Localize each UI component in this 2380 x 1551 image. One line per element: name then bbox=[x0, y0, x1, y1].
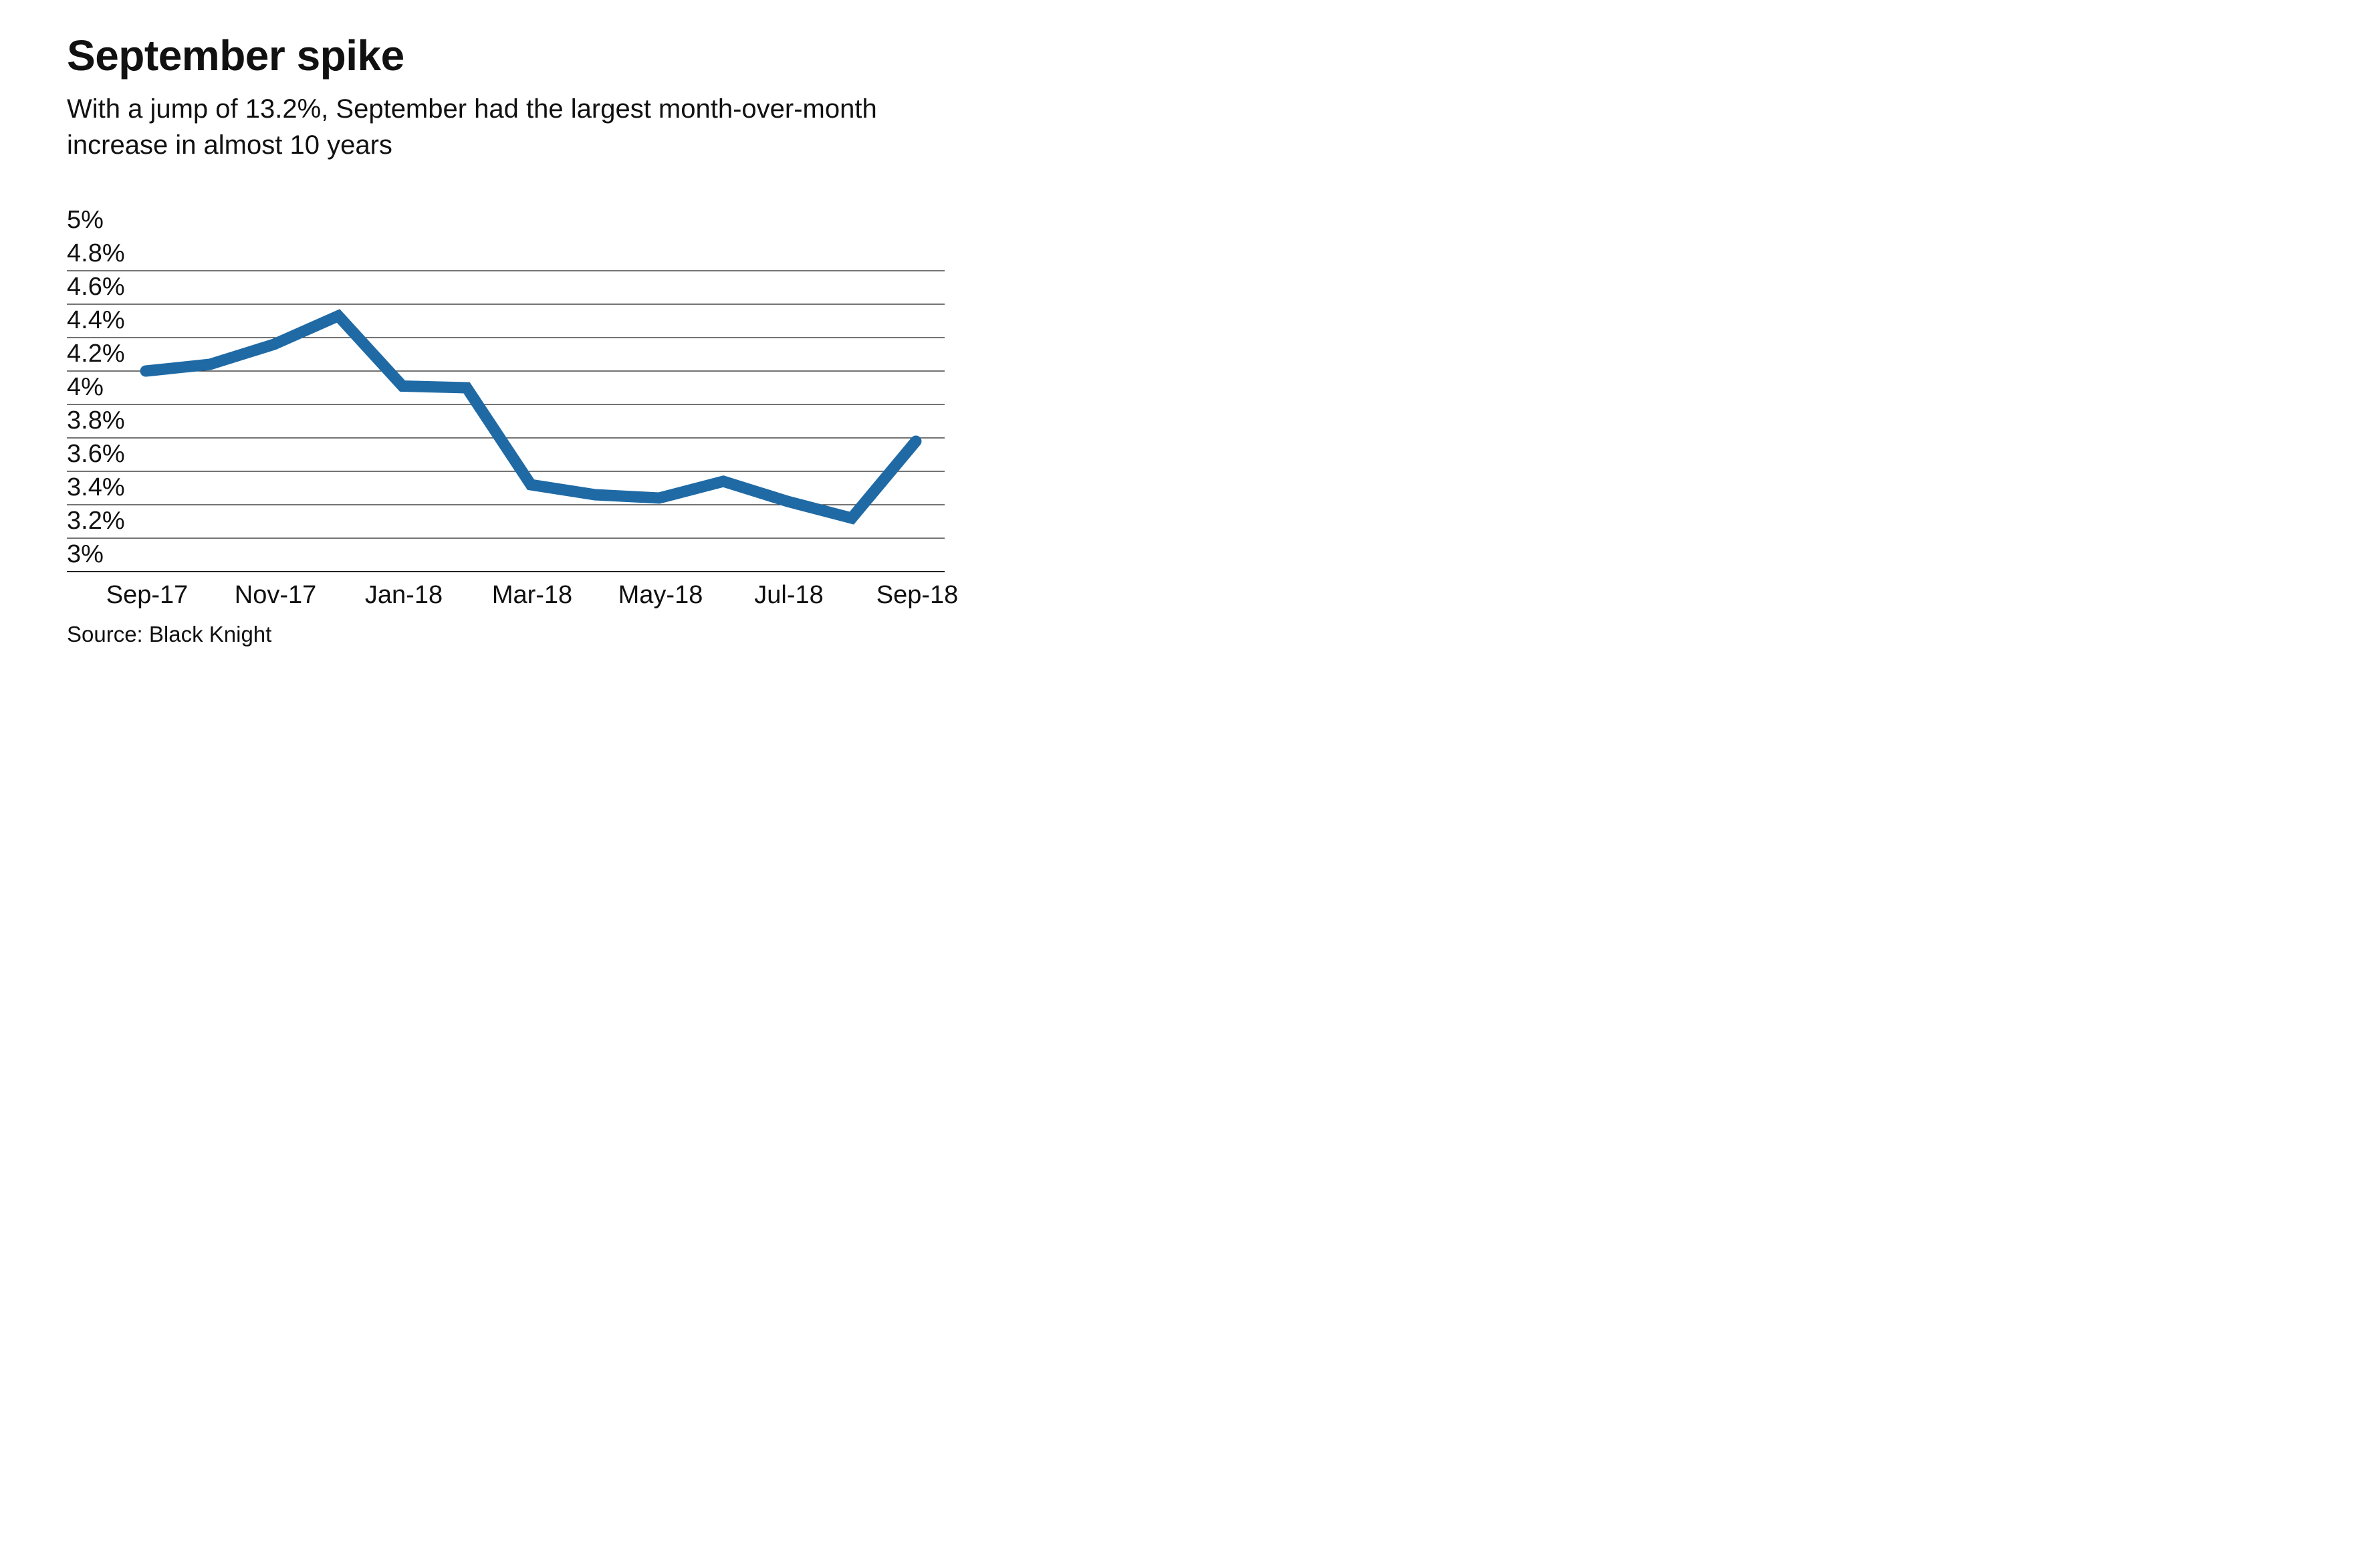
y-tick-label: 5% bbox=[67, 206, 104, 234]
x-tick-label: Jan-18 bbox=[365, 581, 443, 609]
y-tick-label: 4.2% bbox=[67, 340, 125, 368]
line-chart: 5% 4.8% 4.6% 4.4% 4.2% 4% 3.8% 3.6% 3.4% 3.2% 3% S… bbox=[67, 206, 959, 609]
x-tick-label: Nov-17 bbox=[235, 581, 317, 609]
y-tick-label: 3.4% bbox=[67, 473, 125, 501]
y-tick-label: 4% bbox=[67, 373, 104, 401]
y-axis-ticks: 5% 4.8% 4.6% 4.4% 4.2% 4% 3.8% 3.6% 3.4% 3.2% 3% bbox=[67, 206, 125, 568]
y-tick-label: 3.2% bbox=[67, 507, 125, 535]
y-tick-label: 4.4% bbox=[67, 306, 125, 334]
y-tick-label: 3.6% bbox=[67, 440, 125, 468]
gridlines bbox=[67, 270, 945, 572]
data-series bbox=[140, 309, 922, 525]
x-tick-label: May-18 bbox=[618, 581, 703, 609]
x-tick-label: Sep-17 bbox=[106, 581, 189, 609]
y-tick-label: 3.8% bbox=[67, 406, 125, 435]
x-tick-label: Jul-18 bbox=[754, 581, 824, 609]
y-tick-label: 4.6% bbox=[67, 273, 125, 301]
x-axis-ticks: Sep-17 Nov-17 Jan-18 Mar-18 May-18 Jul-18 Sep-… bbox=[106, 581, 959, 609]
chart-subtitle: With a jump of 13.2%, September had the … bbox=[67, 94, 877, 160]
chart-title: September spike bbox=[67, 31, 404, 80]
x-tick-label: Sep-18 bbox=[876, 581, 959, 609]
y-tick-label: 3% bbox=[67, 540, 104, 568]
series-line bbox=[140, 309, 922, 525]
y-tick-label: 4.8% bbox=[67, 239, 125, 267]
source-note: Source: Black Knight bbox=[67, 622, 272, 646]
x-tick-label: Mar-18 bbox=[492, 581, 572, 609]
